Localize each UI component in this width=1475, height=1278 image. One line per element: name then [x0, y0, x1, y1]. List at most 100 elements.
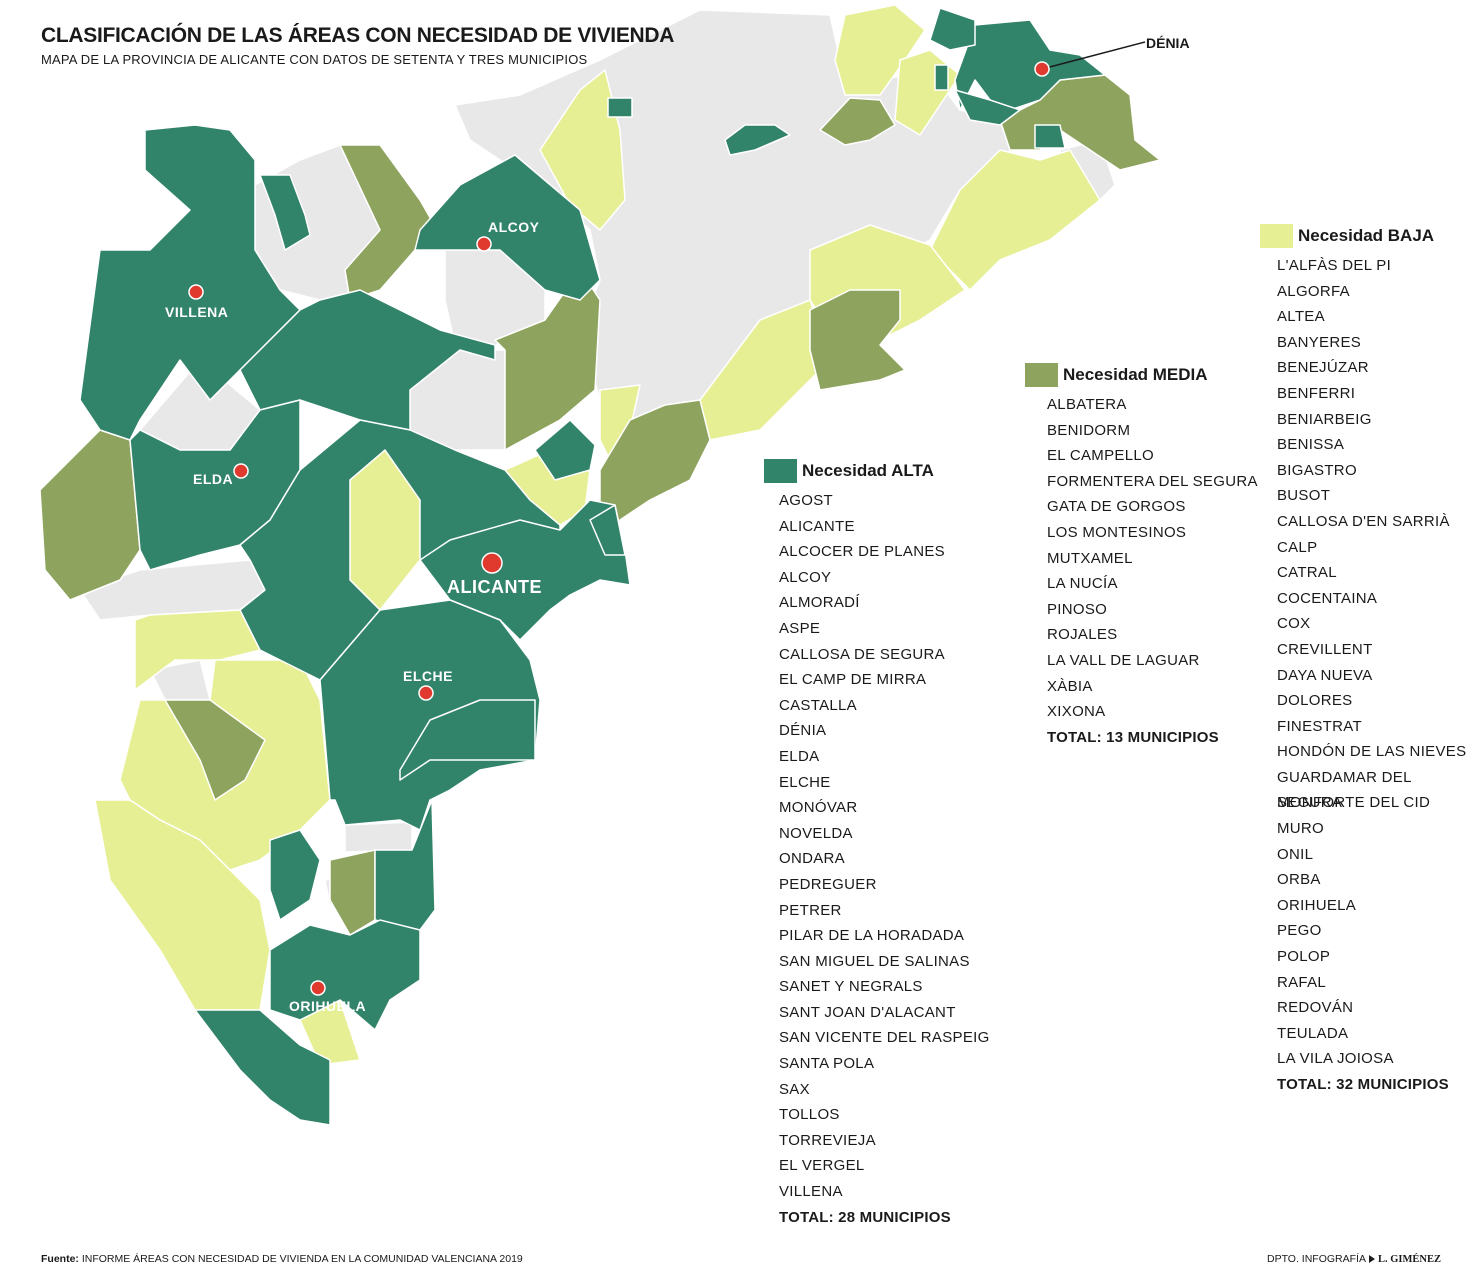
- legend-baja-item: BENISSA: [1277, 436, 1345, 454]
- region-alta-orihuela: [269, 919, 421, 1031]
- legend-baja-item: MONFORTE DEL CID: [1277, 794, 1431, 812]
- legend-alta-item: NOVELDA: [779, 824, 853, 842]
- legend-baja-item: LA VILA JOIOSA: [1277, 1050, 1394, 1068]
- region-alta-vega-mid: [269, 829, 321, 921]
- legend-alta-item: PEDREGUER: [779, 875, 877, 893]
- legend-alta-item: TORREVIEJA: [779, 1131, 876, 1149]
- legend-alta-item: ALCOY: [779, 568, 832, 586]
- region-alta-pilar: [194, 1009, 331, 1126]
- legend-media-item: XIXONA: [1047, 703, 1106, 721]
- legend-alta-item: VILLENA: [779, 1183, 843, 1201]
- legend-baja-total: TOTAL: 32 MUNICIPIOS: [1277, 1076, 1449, 1093]
- elche-marker: [418, 685, 434, 701]
- legend-baja-item: GUARDAMAR DEL SEGURA: [1277, 768, 1412, 812]
- legend-alta-header: Necesidad ALTA: [764, 458, 990, 484]
- city-markers: [188, 61, 1050, 996]
- legend-media-item: MUTXAMEL: [1047, 549, 1133, 567]
- legend-baja-item: CALLOSA D'EN SARRIÀ: [1277, 512, 1450, 530]
- region-alta-ne-small-b: [929, 7, 976, 51]
- legend-media: Necesidad MEDIA ALBATERA BENIDORM EL CAMPE…: [1025, 362, 1258, 750]
- legend-baja-item: BUSOT: [1277, 487, 1331, 505]
- region-alta-alcoy: [414, 154, 601, 301]
- legend-alta-item: ONDARA: [779, 850, 845, 868]
- region-alta-villena: [79, 124, 301, 441]
- legend-alta-item: ALICANTE: [779, 517, 855, 535]
- region-baja-north: [834, 4, 926, 96]
- legend-baja-item: POLOP: [1277, 948, 1331, 966]
- legend-baja-item: DAYA NUEVA: [1277, 666, 1373, 684]
- region-alta-alicante: [419, 499, 631, 641]
- region-baja-coast-lower: [699, 299, 831, 441]
- region-alta-upper-strip: [259, 174, 311, 251]
- city-label-elche: ELCHE: [403, 668, 453, 684]
- legend-baja: Necesidad BAJA L'ALFÀS DEL PI ALGORFA ALTE…: [1260, 223, 1475, 1098]
- legend-baja-item: FINESTRAT: [1277, 717, 1362, 735]
- city-label-villena: VILLENA: [165, 304, 228, 320]
- legend-alta-item: ALCOCER DE PLANES: [779, 543, 945, 561]
- legend-baja-item: CALP: [1277, 538, 1318, 556]
- city-label-denia: DÉNIA: [1146, 35, 1190, 51]
- denia-leader-line: [1041, 41, 1146, 70]
- footer-source-text: INFORME ÁREAS CON NECESIDAD DE VIVIENDA …: [81, 1253, 523, 1265]
- legend-alta-item: CASTALLA: [779, 696, 857, 714]
- footer-credit-name: L. GIMÉNEZ: [1377, 1254, 1441, 1265]
- region-no-data-south-b: [344, 821, 413, 853]
- legend-baja-list: L'ALFÀS DEL PI ALGORFA ALTEA BANYERES BENEJÚ…: [1277, 253, 1475, 1072]
- page-subtitle: MAPA DE LA PROVINCIA DE ALICANTE CON DAT…: [41, 52, 588, 67]
- region-media-benidorm: [809, 289, 906, 391]
- legend-baja-header: Necesidad BAJA: [1260, 223, 1475, 249]
- legend-media-header: Necesidad MEDIA: [1025, 362, 1258, 388]
- region-alta-santa-pola: [399, 699, 536, 781]
- legend-baja-item: BANYERES: [1277, 333, 1362, 351]
- legend-alta-item: TOLLOS: [779, 1106, 840, 1124]
- legend-alta-item: ELDA: [779, 747, 820, 765]
- region-alta-elche: [319, 599, 541, 831]
- legend-baja-item: ONIL: [1277, 845, 1314, 863]
- map-regions: [39, 4, 1161, 1126]
- region-alta-ne-small-a: [934, 64, 949, 91]
- legend-alta-item: PILAR DE LA HORADADA: [779, 927, 965, 945]
- legend-media-item: EL CAMPELLO: [1047, 447, 1154, 465]
- city-label-elda: ELDA: [193, 471, 233, 487]
- region-alta-ondara: [1034, 124, 1066, 149]
- legend-alta-item: ELCHE: [779, 773, 831, 791]
- footer-source-label: Fuente:: [41, 1253, 79, 1265]
- region-alta-coast-b: [589, 504, 626, 556]
- legend-media-item: BENIDORM: [1047, 421, 1131, 439]
- elda-marker: [233, 463, 249, 479]
- alcoy-marker: [476, 236, 492, 252]
- legend-baja-item: TEULADA: [1277, 1024, 1349, 1042]
- legend-media-item: LA VALL DE LAGUAR: [1047, 651, 1200, 669]
- legend-media-item: LOS MONTESINOS: [1047, 523, 1187, 541]
- legend-media-item: PINOSO: [1047, 600, 1108, 618]
- villena-marker: [188, 284, 204, 300]
- legend-alta-item: SANET Y NEGRALS: [779, 978, 923, 996]
- region-media-alcoy: [339, 144, 441, 301]
- legend-baja-item: PEGO: [1277, 922, 1322, 940]
- legend-alta-item: ASPE: [779, 619, 821, 637]
- legend-media-item: FORMENTERA DEL SEGURA: [1047, 472, 1258, 490]
- city-label-orihuela: ORIHUELA: [289, 998, 366, 1014]
- legend-alta-item: SAN VICENTE DEL RASPEIG: [779, 1029, 990, 1047]
- region-alta-vega-east: [374, 799, 436, 931]
- legend-media-item: ALBATERA: [1047, 396, 1127, 413]
- footer-credit-dept: DPTO. INFOGRAFÍA: [1267, 1253, 1366, 1265]
- region-baja-vega: [94, 799, 271, 1011]
- legend-media-total: TOTAL: 13 MUNICIPIOS: [1047, 728, 1219, 746]
- legend-baja-item: COX: [1277, 615, 1311, 633]
- region-media-north-a: [819, 97, 896, 146]
- legend-media-item: XÀBIA: [1047, 677, 1093, 695]
- footer-source: Fuente: INFORME ÁREAS CON NECESIDAD DE V…: [41, 1253, 523, 1265]
- legend-baja-item: DOLORES: [1277, 692, 1353, 710]
- legend-baja-title: Necesidad BAJA: [1298, 226, 1435, 245]
- legend-baja-swatch: [1260, 224, 1293, 248]
- legend-media-title: Necesidad MEDIA: [1063, 365, 1208, 384]
- legend-alta-total: TOTAL: 28 MUNICIPIOS: [779, 1208, 951, 1226]
- footer-credit: DPTO. INFOGRAFÍA L. GIMÉNEZ: [1267, 1253, 1441, 1265]
- legend-alta-item: ALMORADÍ: [779, 594, 860, 612]
- legend-alta-item: SANT JOAN D'ALACANT: [779, 1003, 956, 1021]
- legend-baja-item: ALGORFA: [1277, 282, 1350, 300]
- region-baja-southwest-a: [134, 609, 261, 691]
- legend-baja-item: REDOVÁN: [1277, 999, 1354, 1017]
- legend-media-item: LA NUCÍA: [1047, 575, 1118, 593]
